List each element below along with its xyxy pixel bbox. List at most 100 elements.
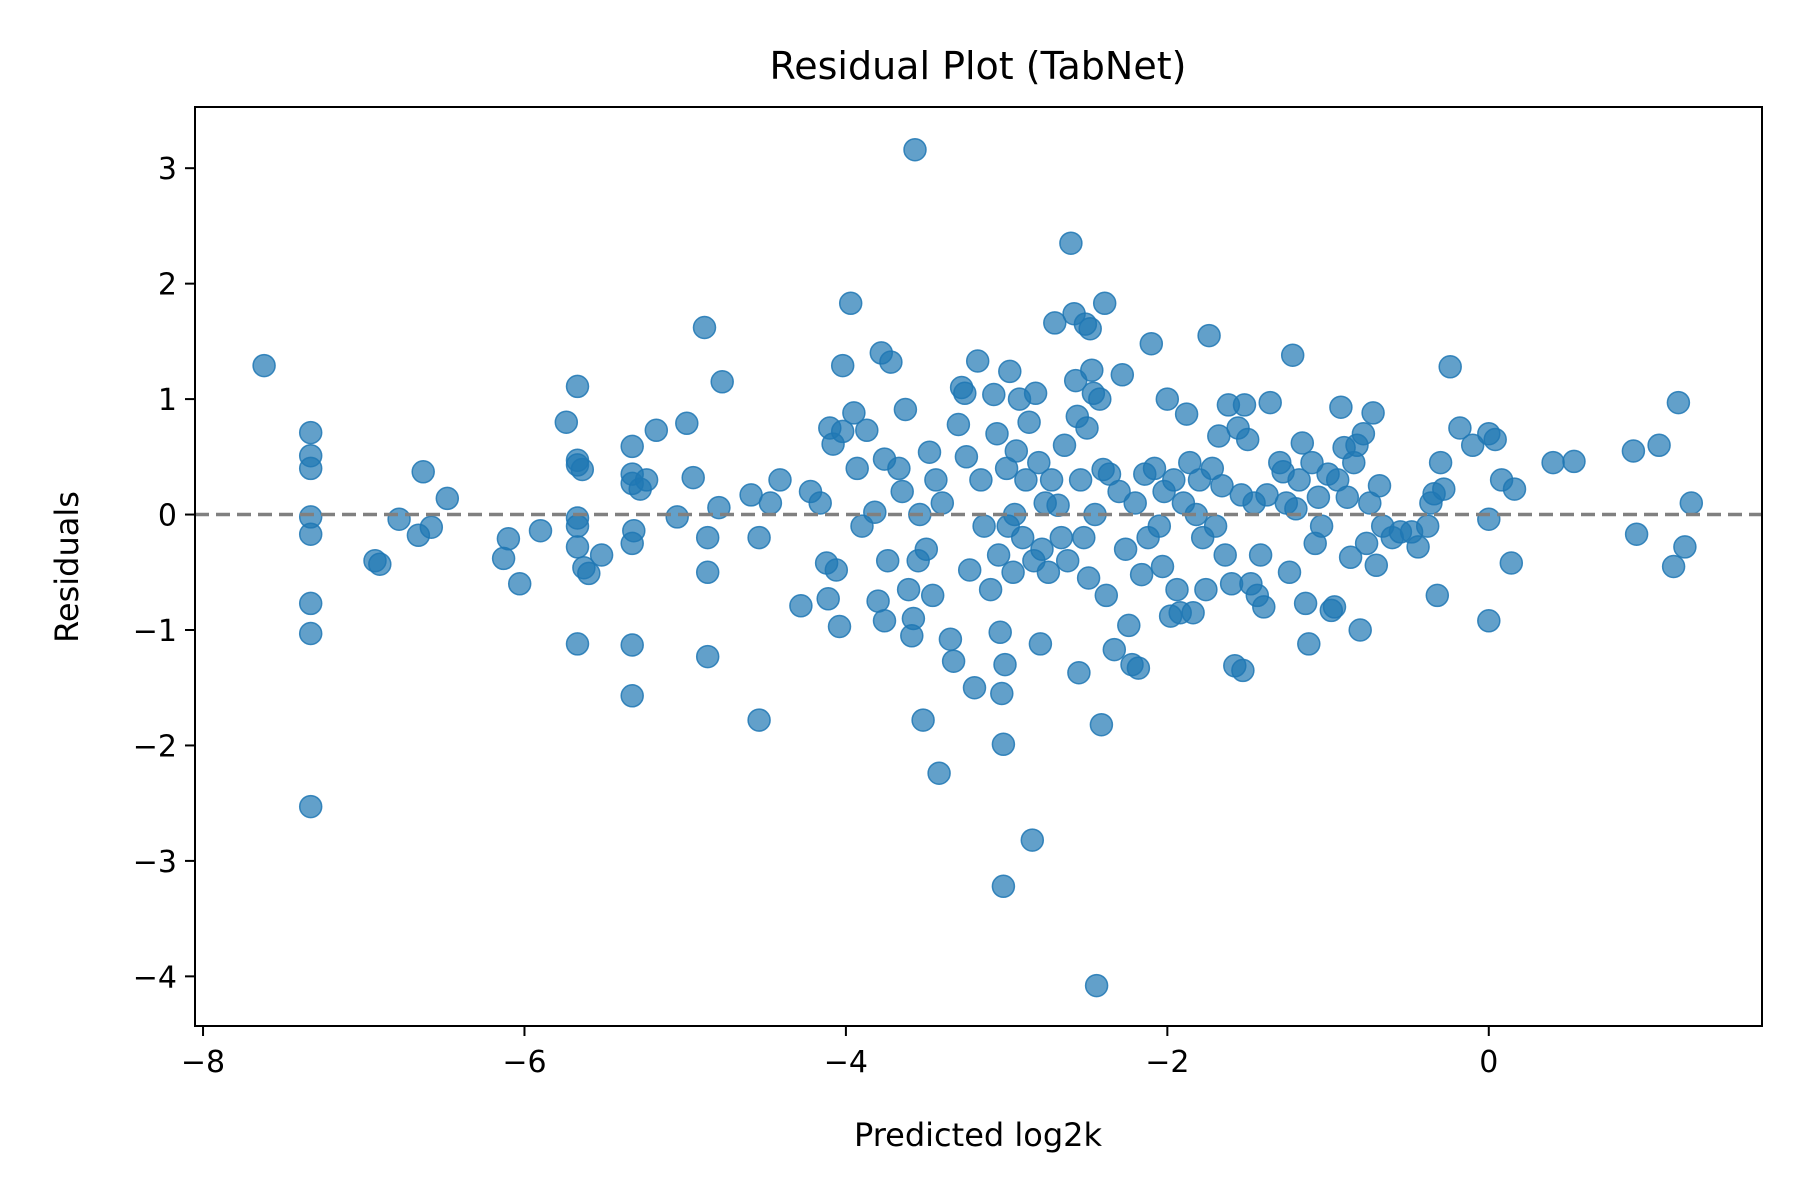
data-point: [747, 708, 771, 732]
data-point: [1277, 560, 1302, 585]
data-point: [695, 560, 720, 585]
plot-frame: [194, 106, 1763, 1027]
data-point: [1023, 381, 1048, 406]
data-point: [1039, 468, 1064, 492]
data-point: [965, 349, 990, 373]
data-point: [1666, 390, 1691, 415]
data-point: [435, 486, 460, 511]
data-point: [528, 518, 553, 543]
data-point: [1309, 514, 1334, 538]
data-point: [387, 507, 411, 531]
data-point: [1049, 525, 1074, 550]
data-point: [1030, 537, 1054, 561]
y-tick-label: 2: [158, 268, 177, 303]
y-tick-label: −4: [133, 960, 177, 995]
data-point: [1297, 632, 1321, 656]
data-point: [1679, 491, 1704, 515]
data-point: [1338, 545, 1363, 570]
data-point: [747, 525, 771, 550]
x-tick-label: −6: [502, 1045, 546, 1080]
data-point: [1155, 387, 1180, 411]
data-point: [1113, 537, 1138, 561]
data-point: [789, 594, 813, 618]
x-tick-label: −2: [1145, 1045, 1189, 1080]
data-point: [824, 558, 849, 582]
data-point: [1080, 358, 1104, 382]
data-point: [1075, 416, 1099, 440]
data-point: [1624, 522, 1649, 546]
data-point: [1059, 231, 1083, 255]
data-point: [991, 732, 1016, 757]
data-point: [1203, 514, 1228, 538]
data-point: [565, 374, 590, 399]
data-point: [768, 468, 792, 492]
data-point: [565, 632, 590, 656]
data-point: [954, 445, 979, 469]
data-point: [1367, 473, 1392, 498]
data-point: [1502, 477, 1527, 501]
data-point: [1123, 491, 1147, 515]
data-point: [1174, 402, 1199, 426]
data-point: [1232, 393, 1257, 417]
data-point: [1092, 291, 1117, 316]
data-point: [665, 505, 689, 529]
data-point: [887, 456, 911, 481]
data-point: [692, 315, 717, 340]
data-point: [298, 522, 323, 546]
y-tick-label: 3: [158, 152, 177, 187]
data-point: [872, 609, 897, 633]
data-point: [1102, 637, 1127, 662]
data-point: [855, 418, 879, 443]
data-point: [1252, 595, 1276, 619]
y-tick-label: −1: [133, 614, 177, 649]
data-point: [830, 353, 855, 378]
data-point: [695, 525, 720, 550]
data-point: [978, 577, 1003, 602]
data-point: [1142, 456, 1167, 481]
data-point: [842, 401, 866, 425]
data-point: [1477, 609, 1501, 633]
data-point: [620, 531, 644, 556]
data-point: [565, 535, 590, 559]
data-point: [1020, 828, 1045, 852]
data-point: [988, 620, 1012, 645]
data-point: [368, 552, 392, 576]
data-point: [953, 381, 977, 406]
data-point: [875, 548, 900, 573]
data-point: [1438, 355, 1462, 379]
data-point: [946, 412, 971, 437]
data-point: [1293, 591, 1318, 616]
x-tick-label: −8: [181, 1045, 225, 1080]
data-point: [1231, 658, 1255, 683]
data-point: [681, 465, 705, 490]
data-point: [957, 558, 982, 582]
data-point: [1162, 468, 1186, 492]
y-tick-label: −3: [133, 845, 177, 880]
data-point: [1351, 421, 1376, 446]
data-point: [998, 359, 1022, 384]
data-point: [927, 761, 951, 785]
x-tick-label: −4: [824, 1045, 868, 1080]
data-point: [570, 457, 595, 482]
data-point: [1499, 551, 1524, 575]
data-point: [298, 794, 323, 819]
data-point: [554, 410, 579, 434]
data-point: [620, 633, 644, 657]
data-point: [1621, 439, 1646, 463]
data-point: [990, 681, 1014, 706]
y-tick-label: 0: [158, 499, 177, 534]
x-tick-label: 0: [1479, 1045, 1498, 1080]
data-point: [1406, 535, 1430, 559]
data-point: [1428, 450, 1453, 475]
data-point: [1129, 562, 1154, 587]
x-axis-label: Predicted log2k: [854, 1116, 1103, 1154]
data-point: [577, 561, 601, 586]
data-point: [1089, 712, 1114, 737]
data-point: [863, 500, 887, 524]
data-point: [845, 456, 869, 481]
data-point: [808, 491, 832, 515]
data-point: [298, 456, 323, 481]
data-point: [1094, 583, 1119, 608]
data-point: [1001, 560, 1025, 585]
